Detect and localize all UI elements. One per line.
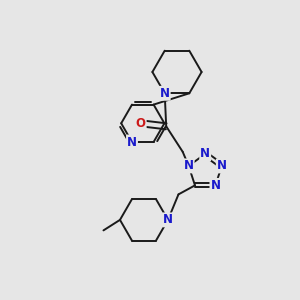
- Text: O: O: [136, 117, 146, 130]
- Text: N: N: [127, 136, 137, 148]
- Text: N: N: [200, 147, 210, 161]
- Text: N: N: [217, 159, 227, 172]
- Text: N: N: [184, 159, 194, 172]
- Text: N: N: [210, 179, 220, 192]
- Text: N: N: [160, 87, 170, 100]
- Text: N: N: [163, 213, 173, 226]
